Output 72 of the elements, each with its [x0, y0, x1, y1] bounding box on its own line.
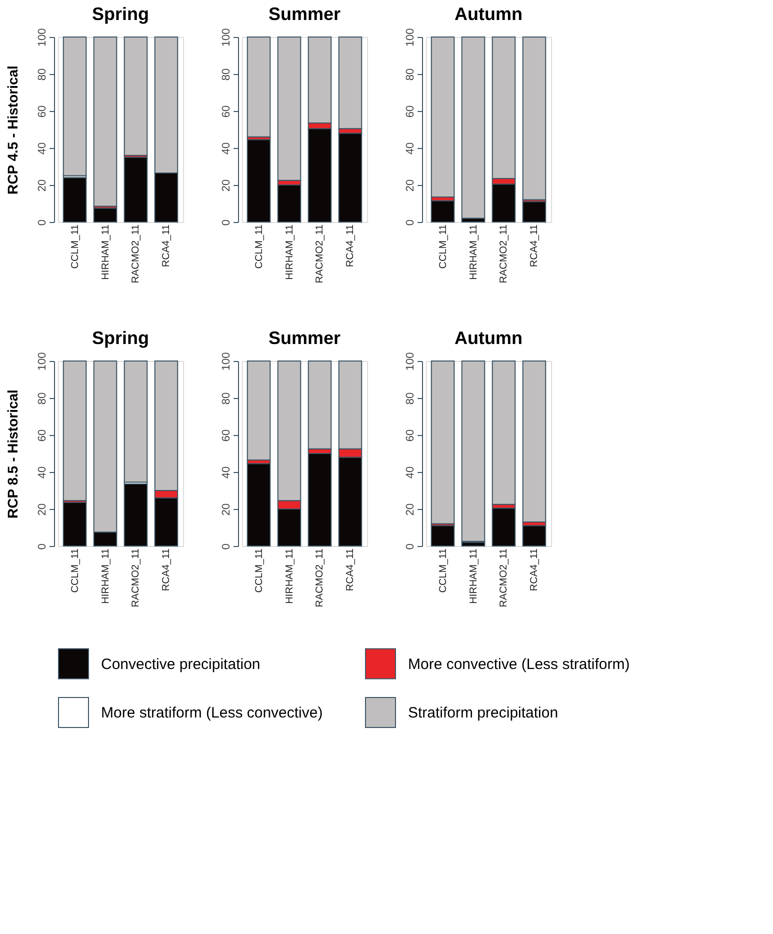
x-tick-label: RCA4_11 — [161, 224, 172, 268]
x-tick-label: CCLM_11 — [254, 548, 265, 593]
y-tick-label: 100 — [220, 352, 232, 371]
y-tick-label: 40 — [220, 466, 232, 479]
x-tick-label: CCLM_11 — [438, 548, 449, 593]
y-tick-label: 0 — [36, 219, 48, 226]
y-tick-label: 0 — [404, 219, 416, 226]
y-tick-label: 0 — [36, 543, 48, 550]
x-tick-label: RACMO2_11 — [130, 224, 142, 284]
chart-title: Autumn — [454, 4, 522, 24]
y-tick-label: 40 — [36, 466, 48, 479]
y-tick-label: 40 — [36, 142, 48, 155]
y-tick-label: 60 — [220, 429, 232, 442]
y-tick-label: 60 — [404, 429, 416, 442]
y-tick-label: 20 — [36, 503, 48, 516]
y-tick-label: 40 — [220, 142, 232, 155]
y-tick-label: 80 — [36, 392, 48, 405]
y-tick-label: 80 — [404, 68, 416, 81]
y-tick-label: 40 — [404, 466, 416, 479]
y-tick-label: 20 — [36, 179, 48, 192]
x-tick-label: RCA4_11 — [345, 224, 356, 268]
x-tick-label: RACMO2_11 — [314, 224, 326, 284]
y-tick-label: 60 — [36, 429, 48, 442]
y-tick-label: 0 — [220, 219, 232, 226]
y-tick-label: 20 — [220, 179, 232, 192]
chart-title: Summer — [268, 4, 341, 24]
x-tick-label: RACMO2_11 — [130, 548, 142, 608]
y-tick-label: 60 — [404, 105, 416, 118]
x-tick-label: RACMO2_11 — [498, 224, 510, 284]
y-tick-label: 100 — [36, 352, 48, 371]
chart-title: Spring — [92, 4, 149, 24]
y-tick-label: 80 — [404, 392, 416, 405]
x-tick-label: HIRHAM_11 — [100, 548, 112, 604]
x-tick-label: HIRHAM_11 — [284, 224, 296, 280]
x-tick-label: CCLM_11 — [70, 224, 81, 269]
x-tick-label: RCA4_11 — [529, 548, 540, 592]
chart-title: Spring — [92, 328, 149, 348]
y-tick-label: 100 — [404, 28, 416, 47]
x-tick-label: CCLM_11 — [70, 548, 81, 593]
y-tick-label: 80 — [220, 68, 232, 81]
x-tick-label: RCA4_11 — [529, 224, 540, 268]
y-tick-label: 40 — [404, 142, 416, 155]
x-tick-label: CCLM_11 — [254, 224, 265, 269]
y-tick-label: 60 — [36, 105, 48, 118]
y-tick-label: 60 — [220, 105, 232, 118]
x-tick-label: CCLM_11 — [438, 224, 449, 269]
y-tick-label: 0 — [404, 543, 416, 550]
y-tick-label: 100 — [220, 28, 232, 47]
x-tick-label: HIRHAM_11 — [468, 548, 480, 604]
x-tick-label: HIRHAM_11 — [100, 224, 112, 280]
y-tick-label: 80 — [36, 68, 48, 81]
x-tick-label: HIRHAM_11 — [468, 224, 480, 280]
legend-label: More convective (Less stratiform) — [408, 656, 630, 673]
x-tick-label: RACMO2_11 — [314, 548, 326, 608]
y-tick-label: 0 — [220, 543, 232, 550]
chart-title: Summer — [268, 328, 341, 348]
legend-label: More stratiform (Less convective) — [101, 704, 323, 722]
x-tick-label: RCA4_11 — [345, 548, 356, 592]
x-tick-label: RACMO2_11 — [498, 548, 510, 608]
y-tick-label: 100 — [404, 352, 416, 371]
y-tick-label: 20 — [220, 503, 232, 516]
y-tick-label: 80 — [220, 392, 232, 405]
x-tick-label: HIRHAM_11 — [284, 548, 296, 604]
y-tick-label: 20 — [404, 179, 416, 192]
chart-title: Autumn — [454, 328, 522, 348]
legend-label: Convective precipitation — [101, 656, 260, 673]
y-tick-label: 100 — [36, 28, 48, 47]
x-tick-label: RCA4_11 — [161, 548, 172, 592]
legend-label: Stratiform precipitation — [408, 704, 558, 722]
y-tick-label: 20 — [404, 503, 416, 516]
y-axis-title: RCP 8.5 - Historical — [4, 390, 20, 518]
y-axis-title: RCP 4.5 - Historical — [4, 66, 20, 194]
